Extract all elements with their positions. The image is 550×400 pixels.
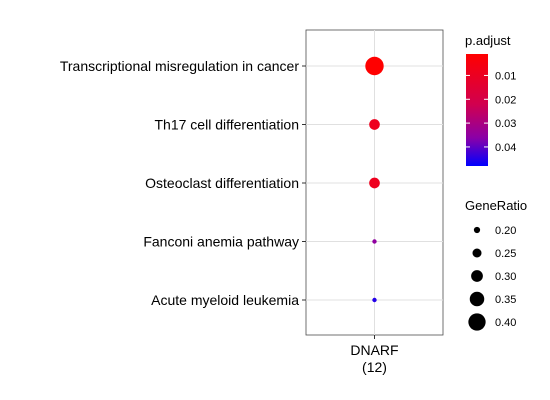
y-axis-ticks: Transcriptional misregulation in cancer T…	[60, 58, 306, 308]
data-point	[372, 239, 377, 244]
size-legend: 0.20 0.25 0.30 0.35 0.40	[468, 225, 516, 331]
size-legend-dot	[469, 291, 485, 307]
data-point	[369, 177, 380, 189]
data-point	[369, 119, 380, 130]
y-tick-label: Osteoclast differentiation	[145, 175, 299, 191]
size-legend-dot	[473, 226, 481, 234]
y-tick-label: Acute myeloid leukemia	[151, 292, 299, 308]
size-legend-label: 0.20	[495, 225, 516, 237]
size-legend-label: 0.40	[495, 317, 516, 329]
y-tick-label: Fanconi anemia pathway	[143, 234, 299, 250]
size-legend-label: 0.25	[495, 248, 516, 260]
size-legend-dot	[472, 248, 482, 258]
y-tick-label: Transcriptional misregulation in cancer	[60, 58, 299, 74]
color-legend-tick-label: 0.04	[495, 142, 516, 154]
color-legend-title: p.adjust	[465, 33, 511, 48]
color-legend-tick-label: 0.03	[495, 118, 516, 130]
data-point	[365, 56, 384, 76]
color-legend-bar	[466, 54, 488, 166]
x-tick-count-label: (12)	[362, 359, 387, 375]
size-legend-dot	[471, 270, 483, 282]
y-tick-label: Th17 cell differentiation	[155, 117, 300, 133]
color-legend-tick-label: 0.02	[495, 94, 516, 106]
size-legend-label: 0.35	[495, 294, 516, 306]
color-legend-ticks: 0.01 0.02 0.03 0.04	[466, 70, 516, 154]
size-legend-title: GeneRatio	[465, 198, 527, 213]
size-legend-label: 0.30	[495, 271, 516, 283]
data-points	[365, 56, 384, 303]
x-tick-label: DNARF	[350, 342, 398, 358]
color-legend-tick-label: 0.01	[495, 70, 516, 82]
data-point	[372, 297, 377, 303]
size-legend-dot	[468, 313, 486, 331]
